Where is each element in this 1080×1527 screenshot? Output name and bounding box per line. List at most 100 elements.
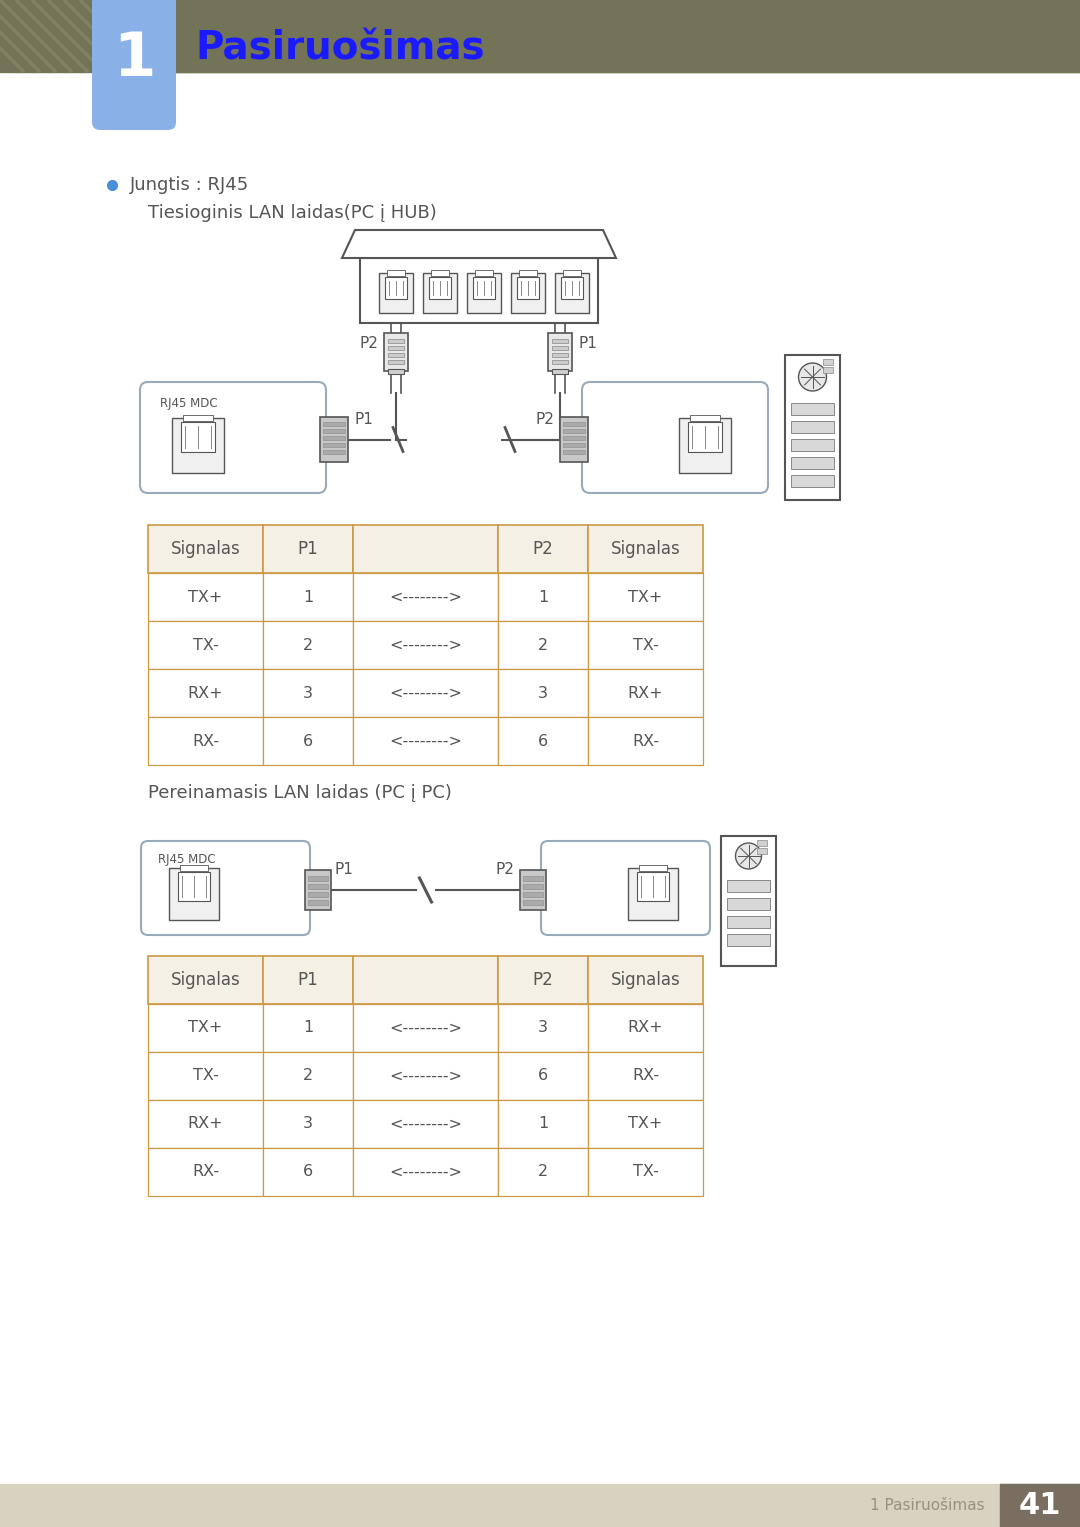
Bar bbox=[475, 269, 494, 275]
Bar bbox=[561, 417, 588, 463]
Text: 1: 1 bbox=[302, 1020, 313, 1035]
Bar bbox=[548, 333, 572, 371]
Text: P1: P1 bbox=[298, 541, 319, 557]
Text: 6: 6 bbox=[538, 1069, 548, 1084]
Text: Pasiruošimas: Pasiruošimas bbox=[195, 29, 485, 67]
Text: <-------->: <--------> bbox=[389, 733, 462, 748]
Bar bbox=[588, 573, 703, 621]
Bar bbox=[563, 421, 585, 426]
Bar bbox=[791, 421, 834, 434]
Polygon shape bbox=[342, 231, 616, 258]
Text: <-------->: <--------> bbox=[389, 1165, 462, 1179]
Bar bbox=[498, 1003, 588, 1052]
Bar bbox=[727, 898, 770, 910]
Bar bbox=[498, 525, 588, 573]
Bar bbox=[353, 1003, 498, 1052]
Bar bbox=[785, 354, 840, 499]
Text: Signalas: Signalas bbox=[610, 971, 680, 989]
Bar bbox=[264, 718, 353, 765]
Text: RX+: RX+ bbox=[188, 686, 224, 701]
Text: 1: 1 bbox=[538, 1116, 549, 1132]
Bar bbox=[110, 0, 1080, 72]
Bar bbox=[588, 1003, 703, 1052]
Bar bbox=[552, 339, 568, 344]
Text: P1: P1 bbox=[335, 863, 354, 878]
Text: Pereinamasis LAN laidas (PC į PC): Pereinamasis LAN laidas (PC į PC) bbox=[148, 783, 451, 802]
Text: RJ45 MDC: RJ45 MDC bbox=[158, 854, 216, 866]
Text: P2: P2 bbox=[360, 336, 378, 351]
Bar bbox=[308, 892, 328, 896]
Bar bbox=[588, 956, 703, 1003]
Bar bbox=[823, 359, 833, 365]
FancyBboxPatch shape bbox=[582, 382, 768, 493]
Text: TX-: TX- bbox=[192, 1069, 218, 1084]
Bar bbox=[791, 403, 834, 415]
Bar bbox=[727, 880, 770, 892]
Bar bbox=[498, 1099, 588, 1148]
Text: P2: P2 bbox=[495, 863, 514, 878]
Bar bbox=[264, 1148, 353, 1196]
Bar bbox=[555, 272, 589, 313]
Bar bbox=[823, 366, 833, 373]
Bar bbox=[588, 669, 703, 718]
Bar bbox=[498, 1148, 588, 1196]
Text: 1: 1 bbox=[112, 31, 156, 90]
Text: 6: 6 bbox=[302, 733, 313, 748]
Bar bbox=[721, 835, 777, 967]
Text: TX+: TX+ bbox=[188, 1020, 222, 1035]
Bar bbox=[387, 269, 405, 275]
Bar bbox=[588, 621, 703, 669]
Text: P1: P1 bbox=[298, 971, 319, 989]
Bar bbox=[498, 573, 588, 621]
Bar bbox=[627, 867, 678, 919]
Text: 3: 3 bbox=[303, 1116, 313, 1132]
FancyBboxPatch shape bbox=[141, 841, 310, 935]
Text: <-------->: <--------> bbox=[389, 1116, 462, 1132]
Bar bbox=[588, 525, 703, 573]
FancyBboxPatch shape bbox=[541, 841, 710, 935]
Text: 3: 3 bbox=[538, 1020, 548, 1035]
Bar bbox=[498, 669, 588, 718]
Bar bbox=[523, 884, 543, 889]
Bar bbox=[178, 872, 211, 901]
Bar bbox=[384, 276, 407, 298]
Bar bbox=[563, 429, 585, 434]
Bar bbox=[552, 353, 568, 357]
Bar bbox=[523, 876, 543, 881]
Bar bbox=[388, 370, 404, 374]
Bar bbox=[264, 621, 353, 669]
Bar bbox=[168, 867, 219, 919]
Text: RX-: RX- bbox=[632, 1069, 659, 1084]
Bar bbox=[552, 370, 568, 374]
Bar bbox=[181, 421, 215, 452]
Text: 1 Pasiruošimas: 1 Pasiruošimas bbox=[870, 1498, 985, 1513]
Text: 6: 6 bbox=[302, 1165, 313, 1179]
Bar bbox=[323, 421, 345, 426]
Bar bbox=[379, 272, 413, 313]
Bar bbox=[423, 272, 457, 313]
Text: Signalas: Signalas bbox=[610, 541, 680, 557]
Bar bbox=[353, 621, 498, 669]
Bar bbox=[498, 621, 588, 669]
Bar bbox=[679, 417, 731, 472]
Text: RX+: RX+ bbox=[627, 686, 663, 701]
Bar bbox=[308, 884, 328, 889]
Bar bbox=[467, 272, 501, 313]
Bar bbox=[148, 956, 264, 1003]
Bar bbox=[148, 669, 264, 718]
Text: Signalas: Signalas bbox=[171, 541, 241, 557]
Bar bbox=[148, 718, 264, 765]
Text: 1: 1 bbox=[302, 589, 313, 605]
Text: Signalas: Signalas bbox=[171, 971, 241, 989]
Bar bbox=[353, 669, 498, 718]
Bar bbox=[431, 269, 449, 275]
Text: <-------->: <--------> bbox=[389, 686, 462, 701]
Text: TX-: TX- bbox=[633, 637, 659, 652]
Bar bbox=[148, 1148, 264, 1196]
Bar bbox=[148, 621, 264, 669]
Bar bbox=[637, 872, 670, 901]
Text: Jungtis : RJ45: Jungtis : RJ45 bbox=[130, 176, 249, 194]
Bar bbox=[563, 437, 585, 440]
Text: <-------->: <--------> bbox=[389, 1069, 462, 1084]
Text: TX+: TX+ bbox=[188, 589, 222, 605]
